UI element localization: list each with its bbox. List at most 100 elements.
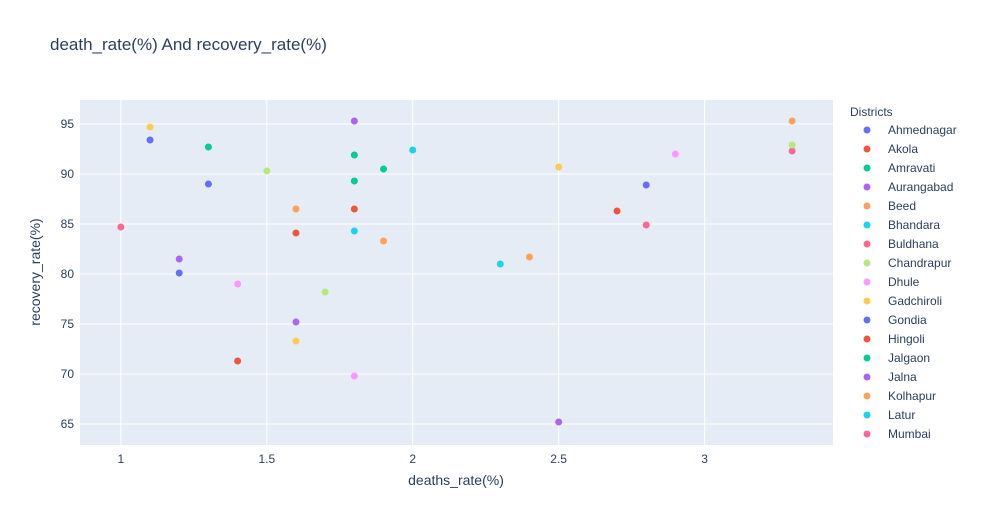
legend-label: Beed — [888, 199, 916, 213]
legend-marker — [863, 164, 871, 172]
legend-label: Mumbai — [888, 427, 931, 441]
legend-label: Amravati — [888, 161, 935, 175]
legend-item[interactable]: Jalgaon — [863, 351, 931, 365]
legend-label: Akola — [888, 142, 918, 156]
legend-marker — [863, 335, 871, 343]
data-point[interactable] — [555, 418, 563, 426]
legend-title: Districts — [850, 105, 893, 119]
data-point[interactable] — [380, 237, 388, 245]
legend-marker — [863, 354, 871, 362]
legend-label: Latur — [888, 408, 915, 422]
legend-marker — [863, 392, 871, 400]
x-tick-label: 3 — [701, 452, 708, 466]
data-point[interactable] — [175, 269, 183, 277]
data-point[interactable] — [409, 146, 417, 154]
legend-item[interactable]: Chandrapur — [863, 256, 952, 270]
legend-marker — [863, 373, 871, 381]
legend-item[interactable]: Kolhapur — [863, 389, 937, 403]
data-point[interactable] — [350, 227, 358, 235]
legend-marker — [863, 221, 871, 229]
legend-label: Chandrapur — [888, 256, 951, 270]
legend-marker — [863, 430, 871, 438]
data-point[interactable] — [350, 151, 358, 159]
legend-label: Buldhana — [888, 237, 939, 251]
y-gridlines — [80, 123, 833, 425]
legend-label: Ahmednagar — [888, 123, 957, 137]
data-point[interactable] — [234, 357, 242, 365]
legend-label: Jalgaon — [888, 351, 930, 365]
data-point[interactable] — [321, 288, 329, 296]
y-tick-label: 65 — [61, 417, 75, 431]
legend-item[interactable]: Gadchiroli — [863, 294, 943, 308]
data-point[interactable] — [292, 318, 300, 326]
data-point[interactable] — [788, 147, 796, 155]
x-tick-label: 2 — [409, 452, 416, 466]
data-point[interactable] — [292, 205, 300, 213]
legend-item[interactable]: Beed — [863, 199, 917, 213]
legend-label: Bhandara — [888, 218, 940, 232]
legend-item[interactable]: Jalna — [863, 370, 918, 384]
data-point[interactable] — [350, 117, 358, 125]
legend-marker — [863, 316, 871, 324]
x-tick-label: 1 — [118, 452, 125, 466]
legend-item[interactable]: Mumbai — [863, 427, 931, 441]
legend-item[interactable]: Dhule — [863, 275, 920, 289]
legend-item[interactable]: Ahmednagar — [863, 123, 957, 137]
data-point[interactable] — [146, 123, 154, 131]
legend-label: Kolhapur — [888, 389, 936, 403]
data-point[interactable] — [350, 177, 358, 185]
data-point[interactable] — [117, 223, 125, 231]
legend-marker — [863, 297, 871, 305]
legend-marker — [863, 183, 871, 191]
data-point[interactable] — [613, 207, 621, 215]
x-axis-title: deaths_rate(%) — [408, 472, 504, 488]
y-tick-label: 70 — [61, 367, 75, 381]
data-point[interactable] — [642, 221, 650, 229]
data-point[interactable] — [292, 229, 300, 237]
y-tick-labels: 65 70 75 80 85 90 95 — [61, 117, 75, 431]
data-point[interactable] — [204, 143, 212, 151]
data-point[interactable] — [642, 181, 650, 189]
legend[interactable]: Ahmednagar Akola Amravati Aurangabad Beed Bha… — [863, 123, 957, 441]
legend-item[interactable]: Amravati — [863, 161, 936, 175]
data-point[interactable] — [292, 337, 300, 345]
legend-label: Gondia — [888, 313, 927, 327]
data-point[interactable] — [234, 280, 242, 288]
data-point[interactable] — [146, 136, 154, 144]
data-point[interactable] — [788, 141, 796, 149]
legend-item[interactable]: Gondia — [863, 313, 928, 327]
legend-label: Aurangabad — [888, 180, 953, 194]
legend-marker — [863, 278, 871, 286]
legend-item[interactable]: Buldhana — [863, 237, 940, 251]
legend-marker — [863, 240, 871, 248]
data-point[interactable] — [788, 117, 796, 125]
data-point[interactable] — [175, 255, 183, 263]
data-point[interactable] — [350, 372, 358, 380]
legend-item[interactable]: Latur — [863, 408, 916, 422]
legend-item[interactable]: Aurangabad — [863, 180, 954, 194]
data-point[interactable] — [555, 163, 563, 171]
y-tick-label: 75 — [61, 317, 75, 331]
data-point[interactable] — [263, 167, 271, 175]
legend-label: Hingoli — [888, 332, 925, 346]
data-points — [117, 117, 796, 426]
legend-item[interactable]: Bhandara — [863, 218, 941, 232]
data-point[interactable] — [350, 205, 358, 213]
data-point[interactable] — [380, 165, 388, 173]
data-point[interactable] — [671, 150, 679, 158]
legend-item[interactable]: Hingoli — [863, 332, 925, 346]
y-axis-title: recovery_rate(%) — [27, 218, 43, 325]
data-point[interactable] — [204, 180, 212, 188]
x-gridlines — [120, 100, 706, 445]
legend-label: Dhule — [888, 275, 920, 289]
data-point[interactable] — [525, 253, 533, 261]
data-point[interactable] — [496, 260, 504, 268]
y-tick-label: 95 — [61, 117, 75, 131]
legend-item[interactable]: Akola — [863, 142, 919, 156]
x-tick-label: 1.5 — [258, 452, 275, 466]
legend-marker — [863, 259, 871, 267]
x-tick-label: 2.5 — [550, 452, 567, 466]
plot-area — [80, 100, 833, 445]
y-tick-label: 85 — [61, 217, 75, 231]
